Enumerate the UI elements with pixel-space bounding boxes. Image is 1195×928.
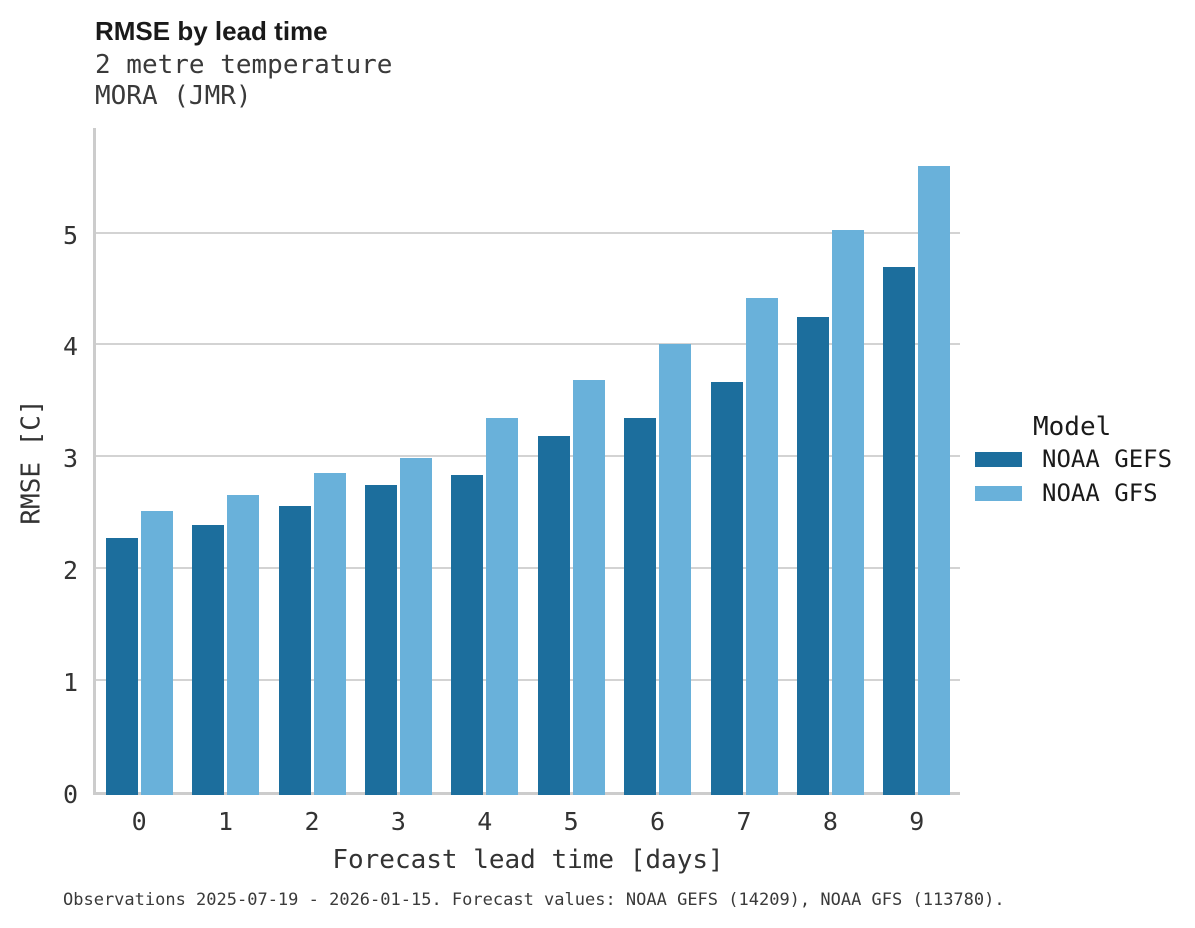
bar-noaa-gefs-day-9 xyxy=(883,267,915,795)
x-tick-label-3: 3 xyxy=(390,807,406,836)
bar-noaa-gfs-day-3 xyxy=(400,458,432,795)
subtitle-station: MORA (JMR) xyxy=(95,81,252,111)
x-tick-label-0: 0 xyxy=(131,807,147,836)
bar-noaa-gefs-day-3 xyxy=(365,485,397,795)
y-tick-label-2: 2 xyxy=(62,556,78,586)
legend-item-noaa-gfs: NOAA GFS xyxy=(975,476,1190,510)
y-tick-label-4: 4 xyxy=(62,332,78,362)
x-tick-label-6: 6 xyxy=(650,807,666,836)
x-tick-label-9: 9 xyxy=(909,807,925,836)
bar-noaa-gfs-day-8 xyxy=(832,230,864,795)
x-tick-label-8: 8 xyxy=(822,807,838,836)
bar-noaa-gfs-day-0 xyxy=(141,511,173,795)
legend-items: NOAA GEFS NOAA GFS xyxy=(975,442,1190,510)
chart-subtitle: 2 metre temperature MORA (JMR) xyxy=(95,50,392,112)
bar-noaa-gfs-day-7 xyxy=(746,298,778,795)
y-tick-label-1: 1 xyxy=(62,668,78,698)
legend-item-noaa-gefs: NOAA GEFS xyxy=(975,442,1190,476)
bar-noaa-gefs-day-4 xyxy=(451,475,483,795)
bar-noaa-gfs-day-2 xyxy=(314,473,346,795)
y-tick-label-5: 5 xyxy=(62,220,78,250)
gridline-y1 xyxy=(96,679,960,682)
gridline-y4 xyxy=(96,343,960,346)
legend-swatch-icon xyxy=(975,485,1022,501)
x-tick-label-4: 4 xyxy=(477,807,493,836)
bar-noaa-gefs-day-5 xyxy=(538,436,570,795)
bar-noaa-gfs-day-6 xyxy=(659,344,691,795)
x-axis-title: Forecast lead time [days] xyxy=(332,845,724,875)
y-axis-tick-labels: 0 1 2 3 4 5 xyxy=(28,128,78,808)
y-tick-label-3: 3 xyxy=(62,444,78,474)
bar-noaa-gfs-day-4 xyxy=(486,418,518,795)
bar-noaa-gefs-day-7 xyxy=(711,382,743,795)
bar-noaa-gfs-day-1 xyxy=(227,495,259,795)
bar-noaa-gefs-day-0 xyxy=(106,538,138,795)
legend-title: Model xyxy=(1033,412,1112,442)
footer-note: Observations 2025-07-19 - 2026-01-15. Fo… xyxy=(63,890,1005,910)
gridline-y3 xyxy=(96,455,960,458)
legend-label: NOAA GEFS xyxy=(1042,445,1173,473)
legend-swatch-icon xyxy=(975,451,1022,467)
subtitle-variable: 2 metre temperature xyxy=(95,50,393,80)
bar-noaa-gefs-day-1 xyxy=(192,525,224,795)
bar-noaa-gefs-day-6 xyxy=(624,418,656,795)
legend-label: NOAA GFS xyxy=(1042,479,1158,507)
bar-noaa-gefs-day-8 xyxy=(797,317,829,795)
x-tick-label-7: 7 xyxy=(736,807,752,836)
bar-noaa-gfs-day-9 xyxy=(918,166,950,795)
gridline-y2 xyxy=(96,567,960,570)
x-tick-label-2: 2 xyxy=(304,807,320,836)
y-tick-label-0: 0 xyxy=(62,780,78,809)
gridline-y5 xyxy=(96,231,960,234)
bar-noaa-gfs-day-5 xyxy=(573,380,605,795)
chart-title: RMSE by lead time xyxy=(95,16,328,46)
bar-noaa-gefs-day-2 xyxy=(279,506,311,795)
x-axis-tick-labels: 0 1 2 3 4 5 6 7 8 9 xyxy=(96,806,960,836)
x-tick-label-1: 1 xyxy=(218,807,234,836)
x-tick-label-5: 5 xyxy=(563,807,579,836)
legend: Model NOAA GEFS NOAA GFS xyxy=(975,412,1190,510)
plot-area xyxy=(93,128,960,795)
